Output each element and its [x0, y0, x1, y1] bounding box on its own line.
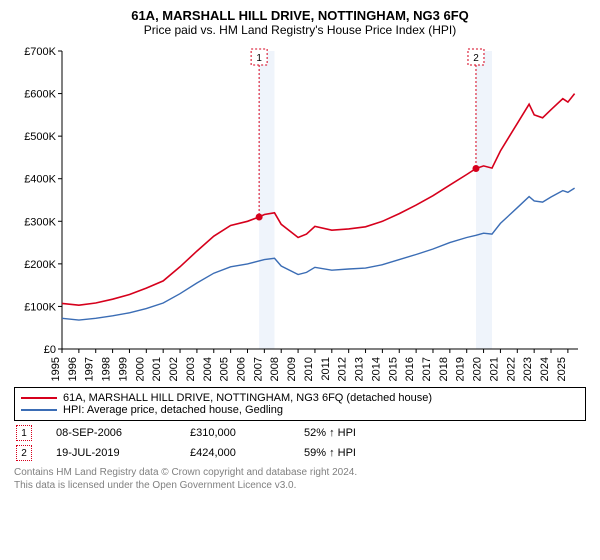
x-tick-label: 2017	[421, 357, 433, 381]
legend-swatch	[21, 397, 57, 399]
x-tick-label: 2022	[505, 357, 517, 381]
x-tick-label: 2025	[556, 357, 568, 381]
sale-index-box: 2	[16, 445, 32, 461]
legend-label: HPI: Average price, detached house, Gedl…	[63, 404, 283, 416]
y-tick-label: £100K	[24, 301, 56, 313]
y-tick-label: £400K	[24, 174, 56, 186]
sales-list: 1 08-SEP-2006 £310,000 52% ↑ HPI 2 19-JUL-201…	[14, 425, 586, 461]
x-tick-label: 2012	[337, 357, 349, 381]
footer-line-2: This data is licensed under the Open Gov…	[14, 480, 586, 493]
sale-price: £310,000	[190, 427, 280, 439]
series-hpi	[62, 188, 575, 320]
sale-marker-dot	[472, 165, 479, 172]
y-tick-label: £600K	[24, 89, 56, 101]
shaded-region	[259, 51, 274, 349]
x-tick-label: 1996	[67, 357, 79, 381]
x-tick-label: 2014	[370, 357, 382, 381]
sale-price: £424,000	[190, 447, 280, 459]
shaded-region	[476, 51, 492, 349]
x-tick-label: 2015	[387, 357, 399, 381]
y-tick-label: £0	[44, 344, 56, 356]
footer: Contains HM Land Registry data © Crown c…	[14, 467, 586, 492]
sale-marker-dot	[256, 214, 263, 221]
x-tick-label: 1997	[84, 357, 96, 381]
x-tick-label: 1998	[101, 357, 113, 381]
sale-index-box: 1	[16, 425, 32, 441]
x-tick-label: 1995	[50, 357, 62, 381]
legend: 61A, MARSHALL HILL DRIVE, NOTTINGHAM, NG…	[14, 387, 586, 421]
x-tick-label: 2018	[438, 357, 450, 381]
x-tick-label: 2020	[472, 357, 484, 381]
series-property	[62, 94, 575, 306]
x-tick-label: 2019	[455, 357, 467, 381]
y-tick-label: £500K	[24, 131, 56, 143]
footer-line-1: Contains HM Land Registry data © Crown c…	[14, 467, 586, 480]
x-tick-label: 2023	[522, 357, 534, 381]
y-tick-label: £300K	[24, 216, 56, 228]
x-tick-label: 2016	[404, 357, 416, 381]
sale-marker-index: 1	[256, 53, 262, 64]
x-tick-label: 2010	[303, 357, 315, 381]
x-tick-label: 2009	[286, 357, 298, 381]
sale-diff: 59% ↑ HPI	[304, 447, 356, 459]
x-tick-label: 2024	[539, 357, 551, 381]
x-tick-label: 2011	[320, 357, 332, 381]
sale-diff: 52% ↑ HPI	[304, 427, 356, 439]
x-tick-label: 1999	[117, 357, 129, 381]
legend-label: 61A, MARSHALL HILL DRIVE, NOTTINGHAM, NG…	[63, 392, 432, 404]
y-tick-label: £200K	[24, 259, 56, 271]
x-tick-label: 2007	[252, 357, 264, 381]
sale-date: 08-SEP-2006	[56, 427, 166, 439]
x-tick-label: 2006	[235, 357, 247, 381]
x-tick-label: 2001	[151, 357, 163, 381]
chart-area: £0 £100K £200K £300K £400K £500K £600K £700K 199…	[14, 43, 586, 383]
x-tick-label: 2000	[134, 357, 146, 381]
x-tick-label: 2004	[202, 357, 214, 381]
x-tick-label: 2003	[185, 357, 197, 381]
chart-subtitle: Price paid vs. HM Land Registry's House …	[14, 23, 586, 37]
legend-row: HPI: Average price, detached house, Gedl…	[21, 404, 579, 416]
legend-swatch	[21, 409, 57, 411]
sale-marker-index: 2	[473, 53, 479, 64]
chart-title: 61A, MARSHALL HILL DRIVE, NOTTINGHAM, NG…	[14, 8, 586, 23]
x-tick-label: 2005	[219, 357, 231, 381]
chart-svg: £0 £100K £200K £300K £400K £500K £600K £700K 199…	[14, 43, 586, 383]
x-tick-label: 2013	[354, 357, 366, 381]
sale-row: 1 08-SEP-2006 £310,000 52% ↑ HPI	[14, 425, 586, 441]
x-tick-label: 2008	[269, 357, 281, 381]
sale-date: 19-JUL-2019	[56, 447, 166, 459]
legend-row: 61A, MARSHALL HILL DRIVE, NOTTINGHAM, NG…	[21, 392, 579, 404]
y-tick-label: £700K	[24, 46, 56, 58]
sale-row: 2 19-JUL-2019 £424,000 59% ↑ HPI	[14, 445, 586, 461]
x-tick-label: 2002	[168, 357, 180, 381]
x-tick-label: 2021	[488, 357, 500, 381]
